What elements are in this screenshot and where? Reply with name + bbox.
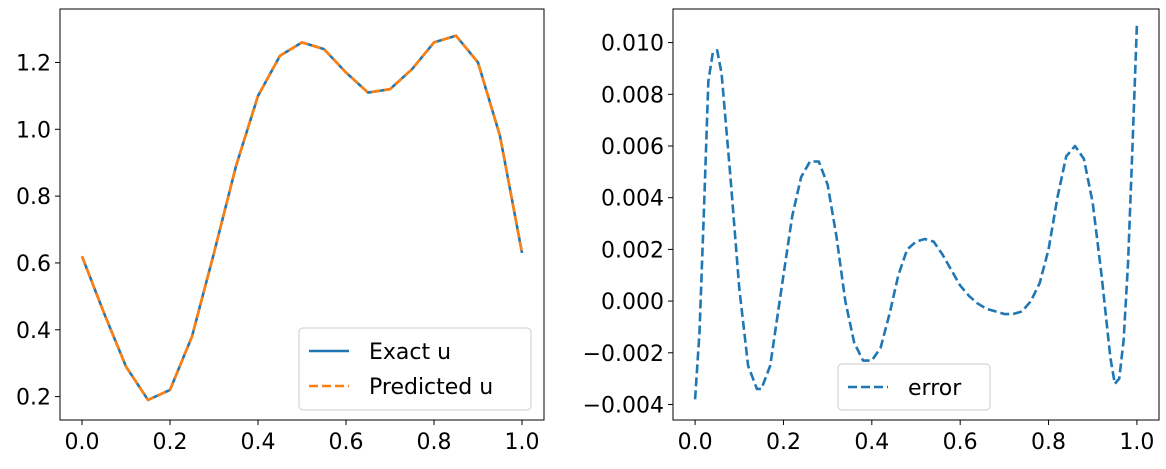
y-tick-label: 0.6	[16, 252, 51, 277]
y-tick-label: 0.004	[601, 187, 664, 212]
x-tick-label: 0.0	[65, 430, 100, 455]
y-tick-label: 0.8	[16, 185, 51, 210]
x-tick-label: 0.6	[943, 430, 978, 455]
y-tick-label: 1.2	[16, 51, 51, 76]
y-tick-label: 0.002	[601, 238, 664, 263]
x-tick-label: 0.2	[153, 430, 188, 455]
series-line-predicted-u	[80, 34, 524, 402]
x-tick-label: 0.4	[241, 430, 276, 455]
y-tick-label: 1.0	[16, 118, 51, 143]
legend-label: Predicted u	[369, 375, 493, 400]
x-tick-label: 0.6	[329, 430, 364, 455]
series-line-error	[693, 24, 1139, 400]
x-tick-label: 0.2	[766, 430, 801, 455]
x-tick-label: 0.0	[678, 430, 713, 455]
y-tick-label: 0.000	[601, 290, 664, 315]
x-tick-label: 0.4	[854, 430, 889, 455]
legend: error	[837, 363, 991, 411]
legend-label: Exact u	[369, 340, 451, 365]
plot-frame	[59, 8, 545, 421]
y-tick-label: −0.004	[583, 393, 664, 418]
y-tick-label: 0.2	[16, 386, 51, 411]
legend-box	[837, 363, 991, 411]
x-tick-label: 0.8	[1031, 430, 1066, 455]
y-tick-label: 0.006	[601, 135, 664, 160]
y-tick-label: 0.008	[601, 83, 664, 108]
plot-frame	[672, 8, 1160, 421]
x-tick-label: 0.8	[417, 430, 452, 455]
x-tick-label: 1.0	[1119, 430, 1154, 455]
legend-label: error	[908, 376, 962, 401]
y-tick-label: −0.002	[583, 342, 664, 367]
error-plot: 0.0 0.2 0.4 0.6 0.8 1.0 −0.004 −0.002 0.000 0.00…	[583, 8, 1160, 455]
x-tick-label: 1.0	[505, 430, 540, 455]
exact-vs-predicted-plot: 0.0 0.2 0.4 0.6 0.8 1.0 0.2 0.4 0.6 0.8 1.0 1.2 Ex…	[16, 8, 545, 455]
legend-box	[298, 327, 532, 411]
y-tick-label: 0.4	[16, 319, 51, 344]
legend: Exact u Predicted u	[298, 327, 532, 411]
y-tick-label: 0.010	[601, 32, 664, 57]
